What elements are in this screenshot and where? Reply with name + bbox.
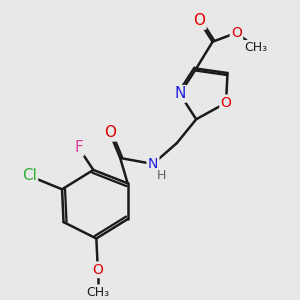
Text: N: N bbox=[174, 86, 185, 101]
Text: H: H bbox=[157, 169, 167, 182]
Text: F: F bbox=[74, 140, 83, 155]
Text: O: O bbox=[231, 26, 242, 40]
Text: N: N bbox=[148, 157, 158, 171]
Text: O: O bbox=[92, 263, 103, 277]
Text: O: O bbox=[220, 96, 232, 110]
Text: O: O bbox=[193, 14, 205, 28]
Text: CH₃: CH₃ bbox=[244, 41, 267, 54]
Text: Cl: Cl bbox=[22, 168, 37, 183]
Text: O: O bbox=[104, 125, 116, 140]
Text: CH₃: CH₃ bbox=[86, 286, 110, 299]
